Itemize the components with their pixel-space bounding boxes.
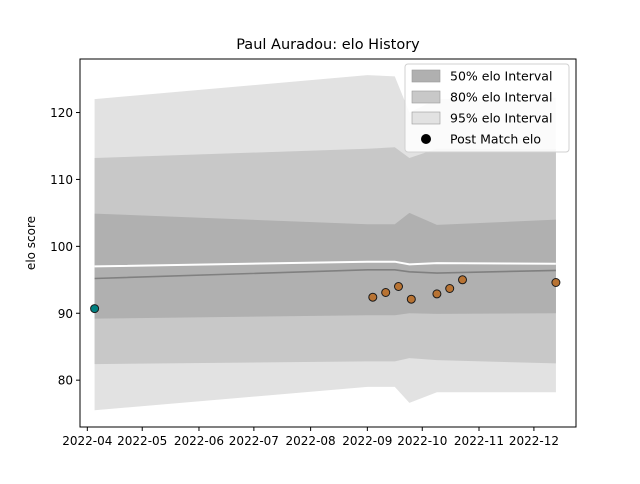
post-match-point (381, 288, 391, 297)
plot-content (90, 75, 561, 411)
legend-label: 95% elo Interval (450, 111, 552, 126)
y-tick-label: 80 (58, 374, 73, 388)
x-tick-label: 2022-09 (342, 434, 392, 448)
median-line (94, 260, 556, 268)
x-tick-label: 2022-10 (397, 434, 447, 448)
axes-frame (79, 58, 577, 428)
post-match-point (432, 289, 442, 299)
post-match-point (406, 294, 416, 304)
plot-area: 2022-04 2022-05 2022-06 2022-07 2022-08 2022-… (50, 58, 577, 448)
mean-line (94, 269, 556, 280)
post-match-point (445, 284, 455, 293)
post-match-point (368, 292, 378, 302)
legend-swatch (411, 69, 441, 83)
legend-label: Post Match elo (450, 132, 541, 147)
y-tick-label: 120 (50, 106, 73, 120)
chart-title: Paul Auradou: elo History (236, 37, 420, 53)
x-tick-label: 2022-06 (174, 434, 224, 448)
legend-swatch (411, 111, 441, 125)
legend-swatch (411, 90, 441, 104)
legend-label: 80% elo Interval (450, 90, 552, 105)
x-tick-label: 2022-11 (454, 434, 504, 448)
post-match-point (90, 304, 100, 314)
legend-box (404, 63, 570, 153)
x-tick-label: 2022-05 (117, 434, 167, 448)
post-match-point (458, 275, 467, 285)
legend-label: 50% elo Interval (450, 69, 552, 84)
x-tick-label: 2022-07 (229, 434, 279, 448)
legend: 50% elo Interval 80% elo Interval 95% elo … (404, 63, 570, 153)
y-tick-label: 100 (50, 240, 73, 254)
post-match-point (394, 282, 403, 291)
x-tick-label: 2022-04 (62, 434, 112, 448)
y-tick-label: 90 (58, 307, 73, 321)
x-tick-label: 2022-08 (286, 434, 336, 448)
y-tick-label: 110 (50, 173, 73, 187)
legend-marker (421, 134, 431, 144)
x-tick-label: 2022-12 (509, 434, 559, 448)
y-axis-label: elo score (24, 216, 38, 270)
post-match-point (551, 278, 561, 287)
